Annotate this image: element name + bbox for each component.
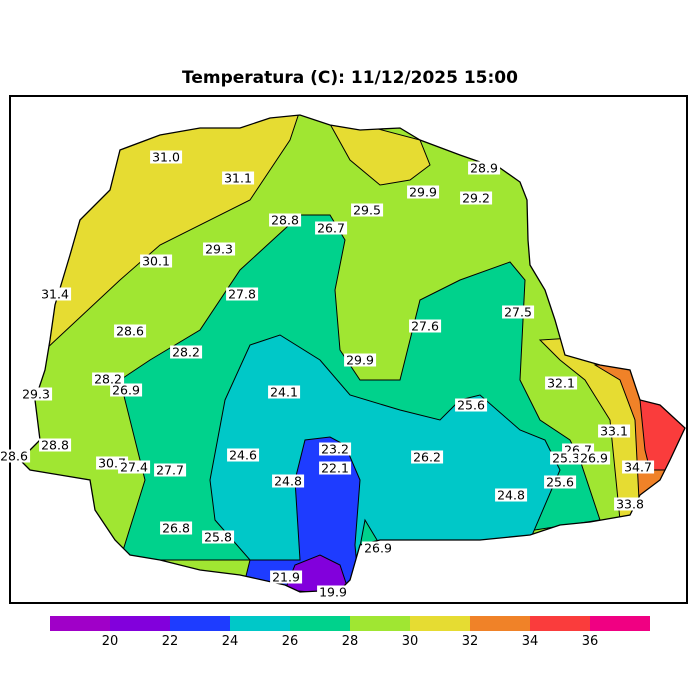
legend-tick: 26: [281, 634, 299, 649]
value-label: 28.8: [269, 212, 301, 228]
value-label: 19.9: [317, 584, 349, 600]
value-label: 30.1: [140, 253, 172, 269]
legend-tick: 22: [161, 634, 179, 649]
legend-swatch: [50, 616, 110, 631]
legend-tick: 34: [521, 634, 539, 649]
value-label: 29.3: [203, 241, 235, 257]
legend-tick: 20: [101, 634, 119, 649]
value-label: 29.9: [344, 352, 376, 368]
map-title: Temperatura (C): 11/12/2025 15:00: [182, 68, 518, 88]
legend-tick: 30: [401, 634, 419, 649]
value-label: 31.1: [222, 170, 254, 186]
value-label: 29.5: [351, 202, 383, 218]
value-label: 29.9: [407, 184, 439, 200]
legend-tick: 32: [461, 634, 479, 649]
value-label: 23.2: [319, 441, 351, 457]
region-20-22: [284, 554, 351, 592]
value-label: 26.9: [578, 450, 610, 466]
value-label: 24.8: [272, 473, 304, 489]
legend-swatch: [290, 616, 350, 631]
legend-tick: 24: [221, 634, 239, 649]
value-label: 29.2: [460, 190, 492, 206]
value-label: 22.1: [319, 460, 351, 476]
legend-swatch: [590, 616, 650, 631]
value-label: 28.8: [39, 437, 71, 453]
legend-swatch: [410, 616, 470, 631]
legend-tick: 28: [341, 634, 359, 649]
region-30-32-northwest: [20, 115, 301, 351]
value-label: 24.1: [268, 384, 300, 400]
value-label: 27.7: [154, 462, 186, 478]
value-label: 32.1: [545, 375, 577, 391]
value-label: 28.2: [170, 344, 202, 360]
value-label: 31.4: [39, 286, 71, 302]
value-label: 28.2: [92, 371, 124, 387]
value-label: 26.2: [411, 449, 443, 465]
legend-swatch: [350, 616, 410, 631]
value-label: 25.3: [550, 450, 582, 466]
legend-swatch: [530, 616, 590, 631]
value-label: 27.6: [409, 318, 441, 334]
value-label: 26.9: [362, 540, 394, 556]
value-label: 28.6: [0, 448, 30, 464]
map-frame: [9, 95, 688, 604]
value-label: 21.9: [270, 569, 302, 585]
value-label: 25.6: [544, 474, 576, 490]
legend-swatch: [110, 616, 170, 631]
value-label: 25.8: [202, 529, 234, 545]
value-label: 27.5: [502, 304, 534, 320]
value-label: 24.6: [227, 447, 259, 463]
value-label: 27.8: [226, 286, 258, 302]
value-label: 28.6: [114, 323, 146, 339]
value-label: 34.7: [622, 459, 654, 475]
value-label: 31.0: [150, 149, 182, 165]
value-label: 25.6: [455, 397, 487, 413]
value-label: 27.4: [118, 459, 150, 475]
value-label: 26.9: [110, 382, 142, 398]
value-label: 26.8: [160, 520, 192, 536]
value-label: 33.8: [614, 496, 646, 512]
value-label: 28.9: [468, 160, 500, 176]
value-label: 26.7: [315, 220, 347, 236]
value-label: 29.3: [20, 386, 52, 402]
legend-swatch: [230, 616, 290, 631]
color-legend: [50, 616, 650, 631]
legend-swatch: [470, 616, 530, 631]
value-label: 24.8: [495, 487, 527, 503]
legend-tick: 36: [581, 634, 599, 649]
value-label: 33.1: [598, 423, 630, 439]
legend-swatch: [170, 616, 230, 631]
